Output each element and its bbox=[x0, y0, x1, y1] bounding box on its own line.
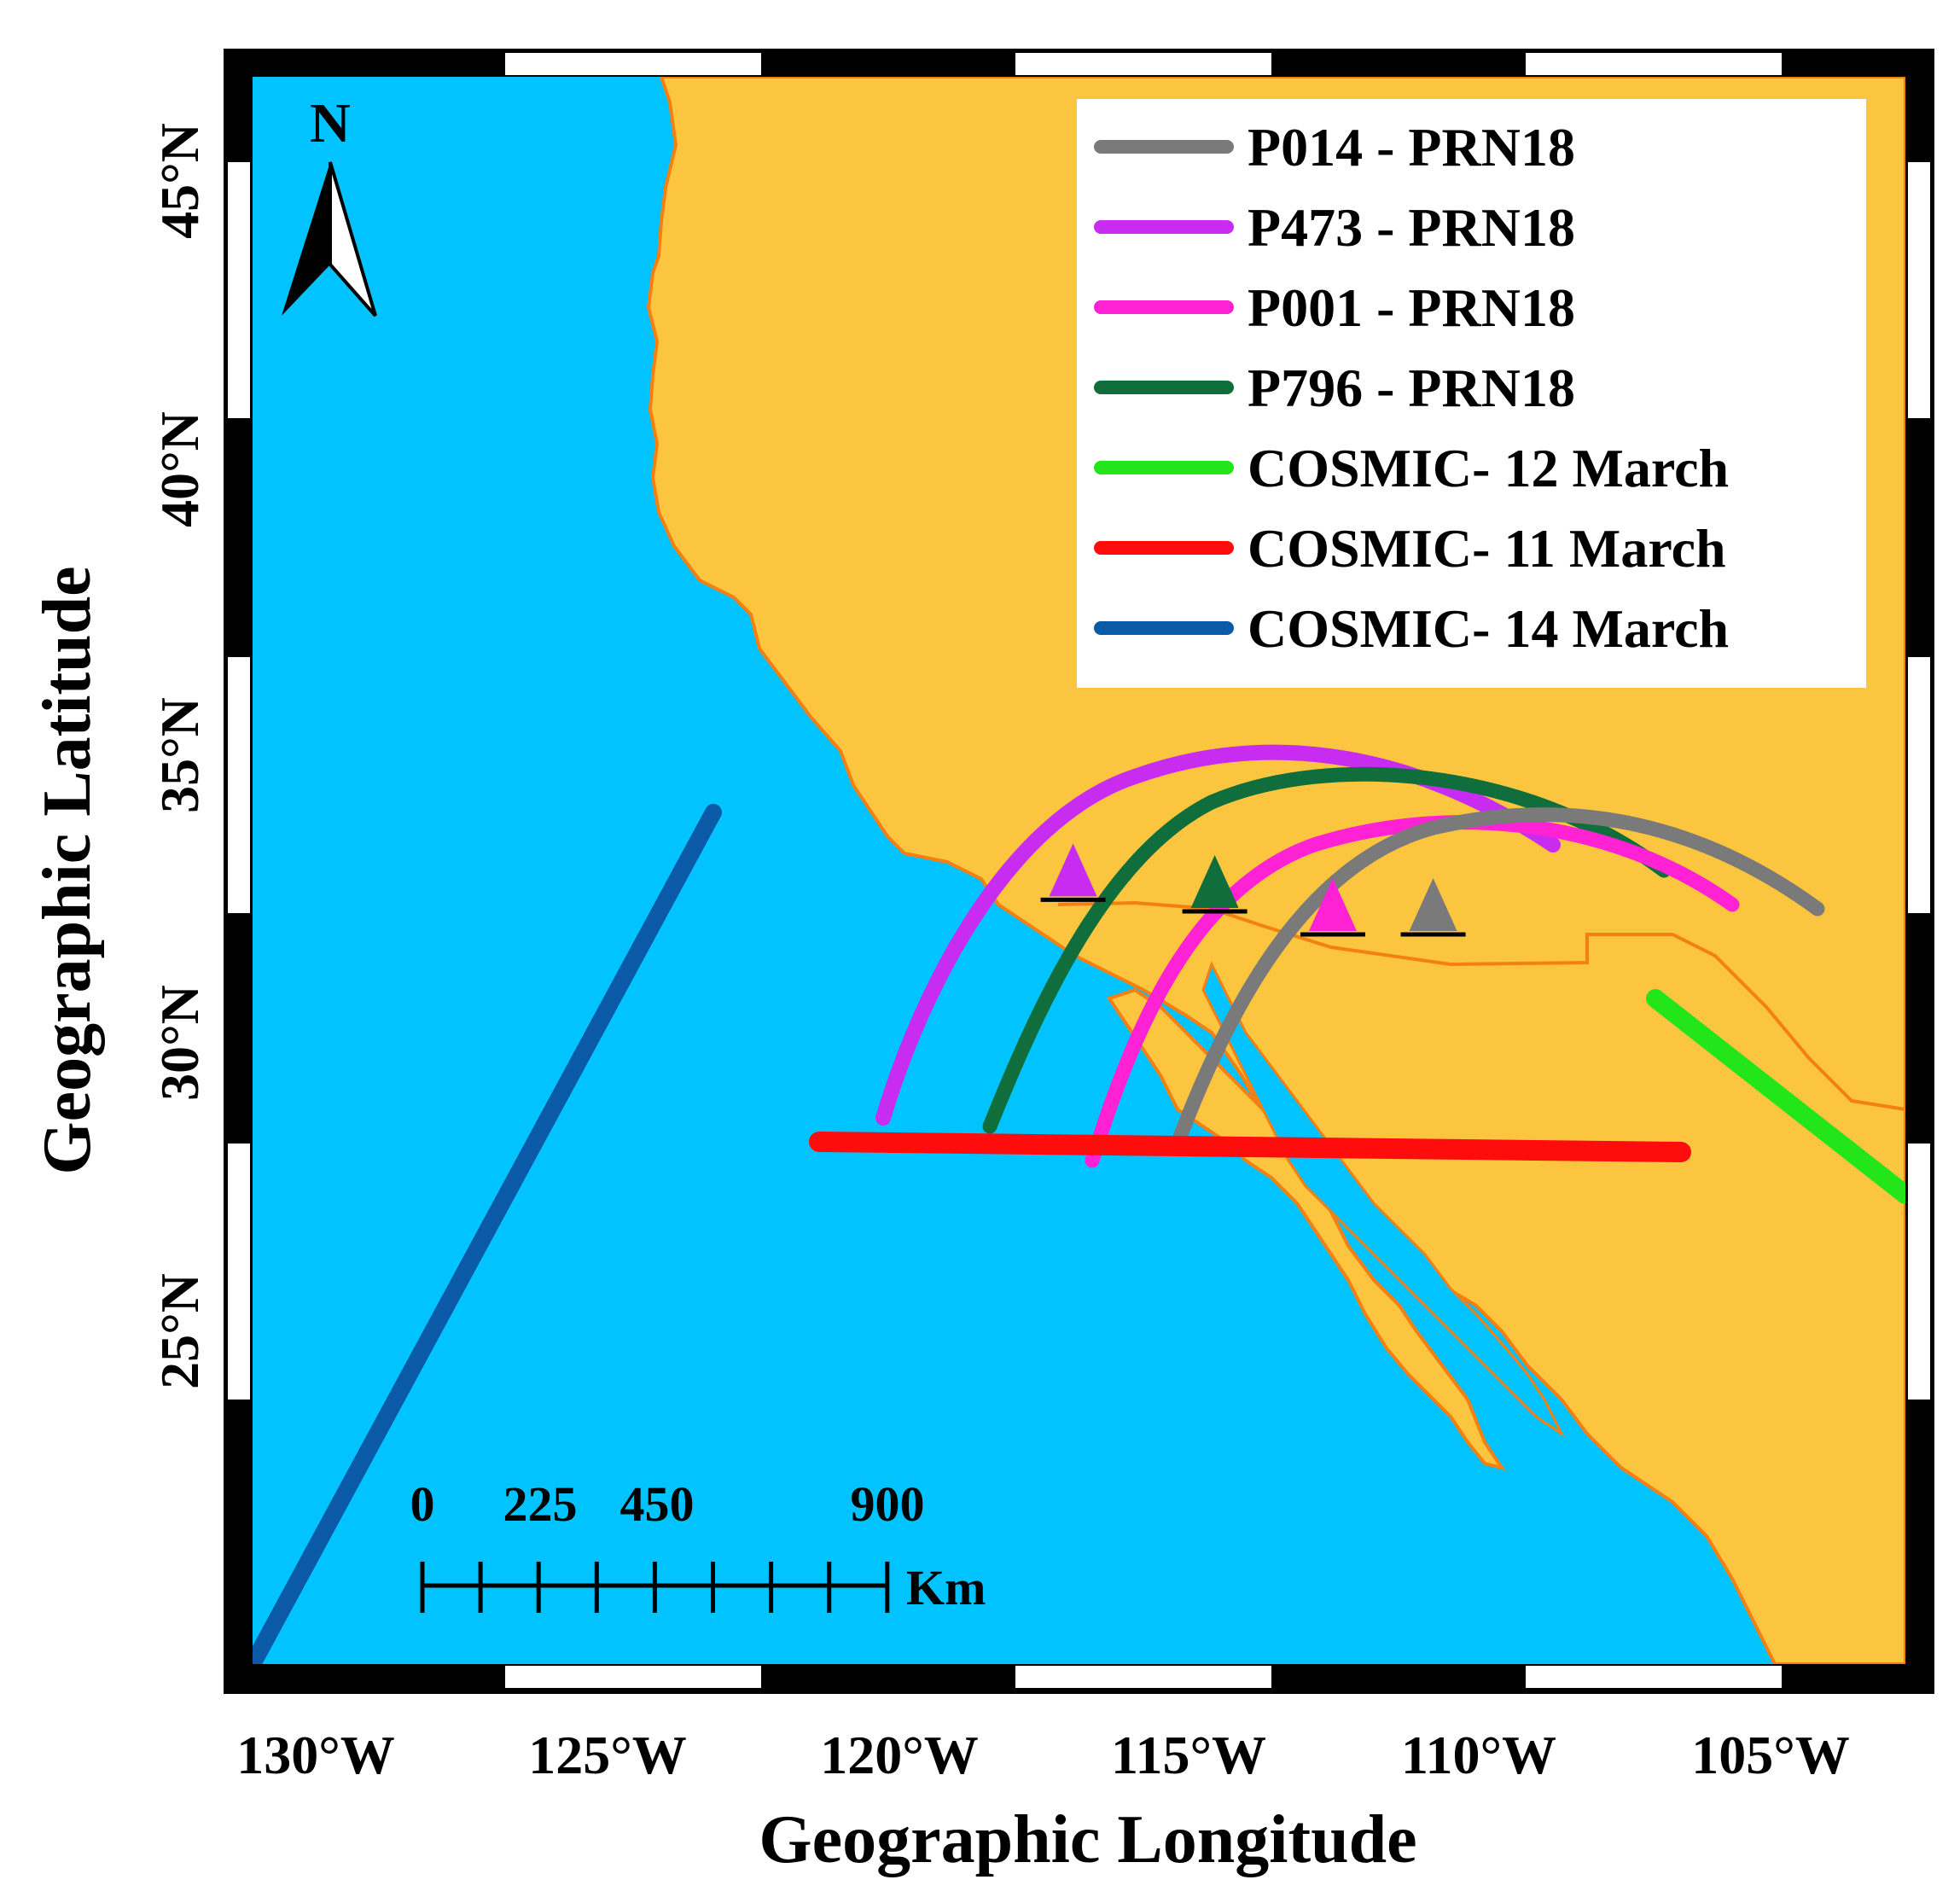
legend-label: COSMIC- 11 March bbox=[1248, 518, 1726, 579]
y-axis-ticks: 45°N 40°N 35°N 30°N 25°N bbox=[149, 123, 210, 1389]
legend-label: COSMIC- 14 March bbox=[1248, 598, 1729, 659]
frame-ticks bbox=[228, 53, 1930, 1688]
stations-layer bbox=[1040, 843, 1466, 937]
y-tick-label: 25°N bbox=[149, 1273, 210, 1389]
scale-bar: 0 225 450 900 Km bbox=[410, 1476, 986, 1615]
legend-label: P796 - PRN18 bbox=[1248, 358, 1575, 418]
x-tick-label: 130°W bbox=[236, 1725, 395, 1785]
scale-label: 225 bbox=[503, 1476, 578, 1532]
legend-label: P473 - PRN18 bbox=[1248, 197, 1575, 258]
y-tick-label: 40°N bbox=[149, 411, 210, 527]
track-p014 bbox=[1170, 807, 1825, 1151]
y-tick-label: 30°N bbox=[149, 985, 210, 1101]
legend: P014 - PRN18 P473 - PRN18 P001 - PRN18 P796… bbox=[1094, 117, 1729, 659]
north-label: N bbox=[310, 92, 351, 154]
x-tick-label: 125°W bbox=[528, 1725, 687, 1785]
track-p796 bbox=[982, 766, 1672, 1134]
track-cosmic-12-march bbox=[1646, 989, 1905, 1204]
legend-label: COSMIC- 12 March bbox=[1248, 438, 1729, 498]
north-arrow: N bbox=[282, 92, 377, 317]
scale-label: 450 bbox=[620, 1476, 695, 1532]
track-cosmic-11-march bbox=[809, 1132, 1691, 1162]
station-p014-icon bbox=[1409, 878, 1457, 932]
station-p001-icon bbox=[1308, 878, 1357, 932]
y-tick-label: 45°N bbox=[149, 123, 210, 239]
x-axis-ticks: 130°W 125°W 120°W 115°W 110°W 105°W bbox=[236, 1725, 1850, 1785]
y-tick-label: 35°N bbox=[149, 697, 210, 813]
scale-label: 900 bbox=[851, 1476, 925, 1532]
x-tick-label: 120°W bbox=[820, 1725, 979, 1785]
north-arrow-left-icon bbox=[282, 162, 330, 316]
legend-label: P001 - PRN18 bbox=[1248, 277, 1575, 338]
scale-label: 0 bbox=[410, 1476, 435, 1532]
x-tick-label: 110°W bbox=[1401, 1725, 1556, 1785]
track-p001 bbox=[1085, 815, 1740, 1168]
track-cosmic-14-march bbox=[253, 804, 722, 1664]
y-axis-title: Geographic Latitude bbox=[30, 566, 105, 1174]
station-p473-icon bbox=[1049, 843, 1097, 897]
tracks-layer bbox=[253, 744, 1905, 1664]
north-arrow-right-icon bbox=[329, 161, 377, 317]
x-tick-label: 105°W bbox=[1691, 1725, 1850, 1785]
scale-unit: Km bbox=[906, 1560, 986, 1615]
x-tick-label: 115°W bbox=[1111, 1725, 1266, 1785]
x-axis-title: Geographic Longitude bbox=[759, 1802, 1416, 1877]
station-p796-icon bbox=[1190, 854, 1239, 908]
legend-label: P014 - PRN18 bbox=[1248, 117, 1575, 177]
